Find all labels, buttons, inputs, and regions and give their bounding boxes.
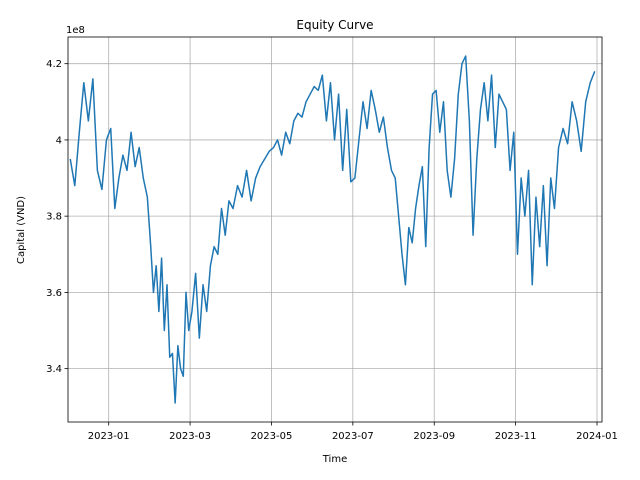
y-axis-label: Capital (VND) (16, 196, 27, 264)
x-tick-label: 2023-01 (88, 431, 130, 442)
x-tick-label: 2023-09 (413, 431, 455, 442)
y-tick-label: 4.2 (46, 59, 62, 70)
line-series (69, 55, 596, 404)
x-tick-label: 2023-11 (495, 431, 537, 442)
y-tick-label: 3.8 (46, 212, 62, 223)
y-tick-label: 3.4 (46, 364, 62, 375)
y-offset-label: 1e8 (66, 25, 85, 36)
x-tick-label: 2024-01 (576, 431, 618, 442)
x-tick-label: 2023-03 (169, 431, 211, 442)
y-tick-label: 3.6 (46, 288, 62, 299)
x-tick-label: 2023-07 (332, 431, 374, 442)
plot-frame (67, 36, 603, 423)
x-axis-label: Time (322, 454, 347, 465)
x-tick-label: 2023-05 (251, 431, 293, 442)
y-tick-label: 4 (56, 135, 62, 146)
chart-title: Equity Curve (296, 18, 373, 32)
